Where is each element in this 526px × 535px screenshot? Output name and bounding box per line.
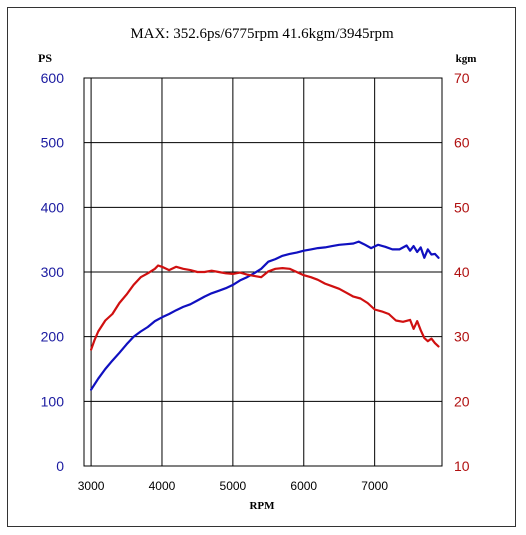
y-left-tick-label: 400 xyxy=(41,199,65,215)
y-right-tick-label: 50 xyxy=(454,199,470,215)
y-right-tick-label: 60 xyxy=(454,135,470,151)
y-left-tick-label: 500 xyxy=(41,135,65,151)
series-line-ps xyxy=(89,240,440,391)
x-tick-label: 4000 xyxy=(149,479,176,493)
y-right-tick-label: 30 xyxy=(454,329,470,345)
x-tick-label: 5000 xyxy=(220,479,247,493)
y-right-axis-label: kgm xyxy=(456,53,477,65)
y-left-axis-label: PS xyxy=(38,51,52,65)
y-left-tick-label: 300 xyxy=(41,264,65,280)
y-right-tick-label: 10 xyxy=(454,458,470,474)
y-left-tick-label: 600 xyxy=(41,70,65,86)
x-tick-label: 3000 xyxy=(78,479,105,493)
grid xyxy=(84,77,442,467)
y-right-tick-label: 70 xyxy=(454,70,470,86)
plot-border xyxy=(83,77,443,467)
x-axis-label: RPM xyxy=(249,500,275,512)
x-tick-label: 7000 xyxy=(361,479,388,493)
series-line-kgm xyxy=(89,264,440,351)
x-tick-label: 6000 xyxy=(290,479,317,493)
y-right-tick-label: 40 xyxy=(454,264,470,280)
y-left-tick-label: 100 xyxy=(41,393,65,409)
series-lines xyxy=(89,240,440,391)
chart-title: MAX: 352.6ps/6775rpm 41.6kgm/3945rpm xyxy=(130,26,394,42)
y-left-tick-label: 200 xyxy=(41,329,65,345)
y-left-tick-label: 0 xyxy=(56,458,64,474)
tick-labels: 0 100 200 300 400 500 600 10 20 30 40 50 60 70 3000 400… xyxy=(41,70,470,493)
y-right-tick-label: 20 xyxy=(454,393,470,409)
